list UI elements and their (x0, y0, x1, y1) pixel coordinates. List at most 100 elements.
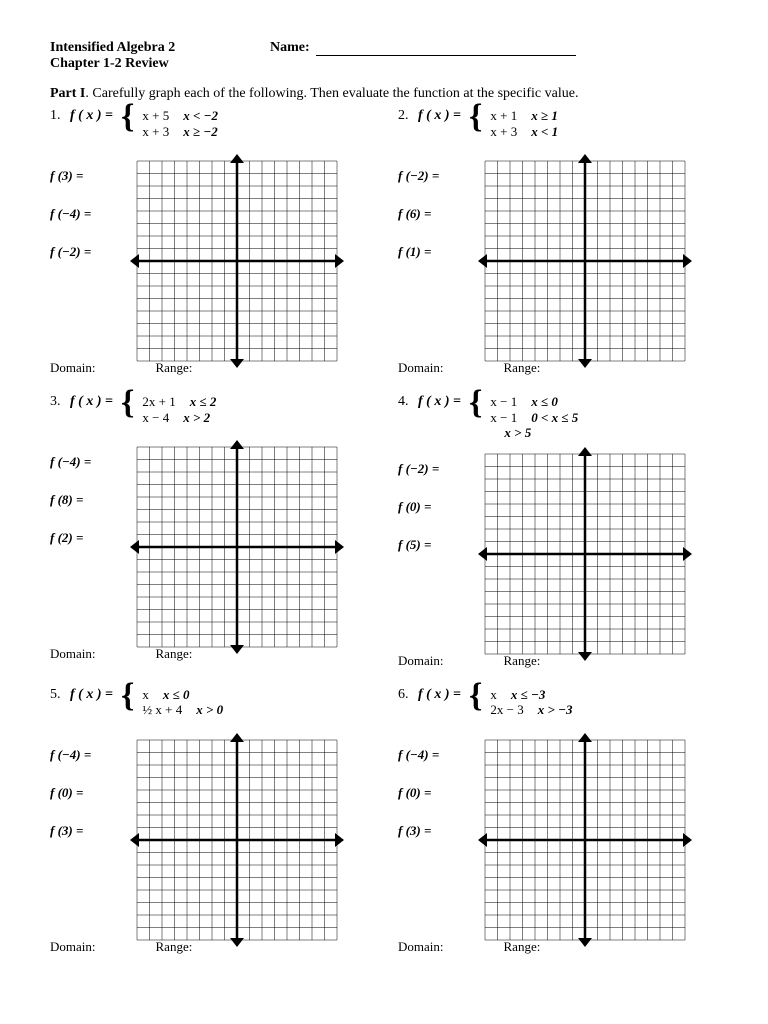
problem-number: 6. (398, 687, 412, 703)
eval-label: f (5) = (398, 537, 468, 553)
grid-wrap (130, 733, 330, 933)
piece-cond: x < 1 (531, 124, 558, 140)
eval-list: f (−2) =f (6) =f (1) = (398, 168, 468, 260)
pieces: x − 1 x ≤ 0 x − 1 0 < x ≤ 5 x > 5 (490, 394, 578, 441)
piece-row: x x ≤ 0 (142, 687, 223, 703)
brace-icon: { (121, 108, 134, 125)
part-label: Part I (50, 86, 85, 101)
name-label: Name: (270, 40, 310, 56)
fx-label: f ( x ) = (70, 108, 113, 124)
eval-label: f (−4) = (50, 454, 120, 470)
coordinate-grid (478, 733, 692, 947)
piece-cond: x ≤ 0 (531, 394, 558, 410)
grid-wrap (478, 154, 678, 354)
eval-label: f (3) = (50, 823, 120, 839)
piece-row: x + 1 x ≥ 1 (490, 108, 558, 124)
piece-expr: ½ x + 4 (142, 702, 182, 718)
piece-expr: x − 4 (142, 410, 169, 426)
piece-row: x + 3 x < 1 (490, 124, 558, 140)
piece-cond: x ≤ 2 (190, 394, 217, 410)
piece-cond: x > 2 (183, 410, 210, 426)
problem-number: 2. (398, 108, 412, 124)
eval-list: f (−4) = f (0) = f (3) = (50, 747, 120, 839)
piece-expr: x − 1 (490, 394, 517, 410)
piece-expr: x (490, 687, 497, 703)
piece-row: x + 3 x ≥ −2 (142, 124, 218, 140)
part-text: . Carefully graph each of the following.… (85, 86, 578, 101)
piece-row: 2x + 1 x ≤ 2 (142, 394, 216, 410)
problem: 2. f ( x ) = { x + 1 x ≥ 1 x + 3 x < 1 f… (398, 108, 718, 376)
eval-label: f (−4) = (50, 206, 120, 222)
brace-icon: { (469, 394, 482, 411)
problem: 6. f ( x ) = { x x ≤ −3 2x − 3 x > −3 f … (398, 687, 718, 955)
grid-wrap (130, 440, 330, 640)
coordinate-grid (130, 440, 344, 654)
brace-icon: { (469, 108, 482, 125)
chapter-title: Chapter 1-2 Review (50, 56, 718, 72)
piece-cond: x > 5 (504, 425, 531, 441)
problem: 4. f ( x ) = { x − 1 x ≤ 0 x − 1 0 < x ≤… (398, 394, 718, 669)
domain-label: Domain: (50, 646, 96, 662)
course-title: Intensified Algebra 2 (50, 40, 270, 56)
pieces: x x ≤ −3 2x − 3 x > −3 (490, 687, 572, 718)
piece-cond: x ≥ −2 (183, 124, 218, 140)
piece-row: x − 4 x > 2 (142, 410, 216, 426)
eval-label: f (2) = (50, 530, 120, 546)
piece-expr: x (142, 687, 149, 703)
fx-label: f ( x ) = (70, 687, 113, 703)
fx-label: f ( x ) = (418, 108, 461, 124)
fx-label: f ( x ) = (418, 687, 461, 703)
piece-expr: x − 1 (490, 410, 517, 426)
pieces: 2x + 1 x ≤ 2 x − 4 x > 2 (142, 394, 216, 425)
problem: 5. f ( x ) = { x x ≤ 0 ½ x + 4 x > 0 f (… (50, 687, 370, 955)
piece-cond: 0 < x ≤ 5 (531, 410, 578, 426)
grid-wrap (478, 733, 678, 933)
eval-label: f (0) = (398, 785, 468, 801)
domain-label: Domain: (50, 939, 96, 955)
piece-row: x x ≤ −3 (490, 687, 572, 703)
coordinate-grid (478, 154, 692, 368)
piece-row: 2x − 3 x > −3 (490, 702, 572, 718)
piece-expr: x + 3 (490, 124, 517, 140)
piece-expr: 2x + 1 (142, 394, 175, 410)
eval-label: f (−4) = (398, 747, 468, 763)
piece-cond: x ≤ 0 (163, 687, 190, 703)
eval-label: f (−2) = (398, 168, 468, 184)
eval-label: f (3) = (50, 168, 120, 184)
brace-icon: { (121, 687, 134, 704)
eval-label: f (3) = (398, 823, 468, 839)
piece-row: x − 1 0 < x ≤ 5 (490, 410, 578, 426)
fx-label: f ( x ) = (418, 394, 461, 410)
eval-list: f (3) = f (−4) = f (−2) = (50, 168, 120, 260)
domain-label: Domain: (398, 360, 444, 376)
eval-list: f (−4) = f (8) = f (2) = (50, 454, 120, 546)
grid-wrap (130, 154, 330, 354)
problem: 1. f ( x ) = { x + 5 x < −2 x + 3 x ≥ −2… (50, 108, 370, 376)
part-instructions: Part I. Carefully graph each of the foll… (50, 86, 718, 102)
piece-expr: x + 3 (142, 124, 169, 140)
brace-icon: { (121, 394, 134, 411)
piece-expr: x + 1 (490, 108, 517, 124)
eval-label: f (0) = (50, 785, 120, 801)
piece-expr: 2x − 3 (490, 702, 523, 718)
coordinate-grid (130, 154, 344, 368)
coordinate-grid (130, 733, 344, 947)
eval-label: f (−2) = (50, 244, 120, 260)
piece-cond: x < −2 (183, 108, 218, 124)
domain-label: Domain: (398, 653, 444, 669)
problem-number: 4. (398, 394, 412, 410)
eval-label: f (0) = (398, 499, 468, 515)
eval-label: f (−4) = (50, 747, 120, 763)
eval-label: f (8) = (50, 492, 120, 508)
eval-list: f (−4) = f (0) = f (3) = (398, 747, 468, 839)
domain-label: Domain: (398, 939, 444, 955)
problem: 3. f ( x ) = { 2x + 1 x ≤ 2 x − 4 x > 2 … (50, 394, 370, 669)
eval-label: f (−2) = (398, 461, 468, 477)
domain-label: Domain: (50, 360, 96, 376)
piece-cond: x ≤ −3 (511, 687, 546, 703)
pieces: x + 1 x ≥ 1 x + 3 x < 1 (490, 108, 558, 139)
coordinate-grid (478, 447, 692, 661)
piece-expr: x + 5 (142, 108, 169, 124)
piece-cond: x ≥ 1 (531, 108, 558, 124)
piece-row: x − 1 x ≤ 0 (490, 394, 578, 410)
